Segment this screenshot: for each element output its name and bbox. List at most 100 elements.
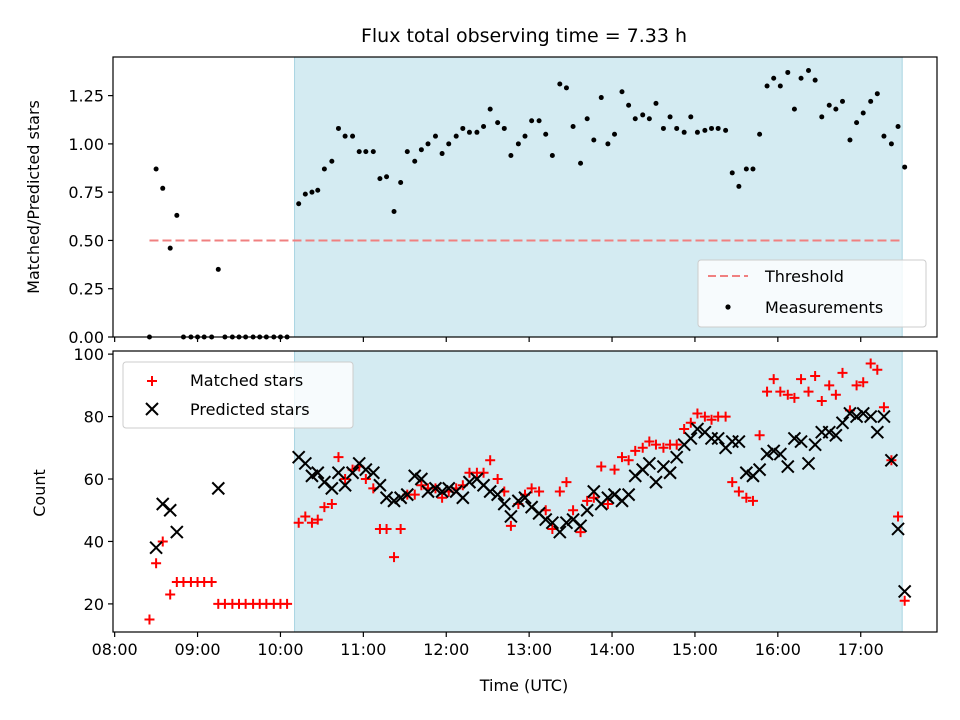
matched-point [485, 455, 496, 466]
measurement-point [160, 185, 166, 191]
top-ytick-label: 0.75 [68, 183, 104, 202]
matched-point [650, 439, 661, 450]
predicted-point [421, 484, 435, 499]
matched-point [526, 483, 537, 494]
top-ytick-label: 1.00 [68, 135, 104, 154]
matched-point [782, 389, 793, 400]
matched-point [803, 386, 814, 397]
measurement-point [432, 133, 438, 139]
measurement-point [508, 152, 514, 158]
predicted-point [483, 484, 497, 499]
predicted-point [711, 431, 725, 446]
measurement-point [425, 141, 431, 147]
matched-point [416, 480, 427, 491]
measurement-point [598, 95, 604, 101]
predicted-point [211, 481, 225, 496]
predicted-point [338, 478, 352, 492]
matched-point [830, 389, 841, 400]
matched-point [395, 523, 406, 534]
matched-point [630, 445, 641, 456]
measurement-point [619, 89, 625, 95]
top-ylabel: Matched/Predicted stars [24, 100, 43, 294]
matched-point [878, 402, 889, 413]
measurement-point [812, 77, 818, 83]
measurement-point [777, 83, 783, 89]
measurement-point [660, 125, 666, 131]
measurement-point [296, 201, 302, 207]
matched-point [478, 467, 489, 478]
xtick-label: 17:00 [838, 640, 884, 659]
xtick-label: 13:00 [506, 640, 552, 659]
matched-point [165, 589, 176, 600]
predicted-point [428, 481, 443, 496]
predicted-point [539, 512, 553, 527]
matched-point [437, 492, 448, 503]
matched-point [733, 486, 744, 497]
measurement-point [785, 69, 791, 75]
predicted-point [601, 491, 615, 505]
top-ytick-label: 0.25 [68, 280, 104, 299]
predicted-point [442, 481, 456, 496]
matched-point [762, 386, 773, 397]
bottom-xlabel: Time (UTC) [479, 676, 568, 695]
measurement-point [709, 125, 715, 131]
measurement-point [681, 129, 687, 135]
predicted-point [559, 516, 574, 530]
measurement-point [563, 85, 569, 91]
measurement-point [487, 106, 493, 112]
measurement-point [757, 131, 763, 137]
measurement-point [674, 125, 680, 131]
matched-point [754, 430, 765, 441]
top-ytick-label: 0.00 [68, 328, 104, 347]
predicted-point [829, 428, 843, 443]
top-plot-area [146, 56, 908, 340]
predicted-point [573, 519, 588, 533]
matched-point [837, 367, 848, 378]
measurement-point [868, 98, 874, 104]
predicted-point [822, 425, 836, 439]
matched-point [409, 489, 420, 500]
matched-point [561, 477, 572, 488]
predicted-point [690, 422, 705, 436]
bottom-panel: Count Time (UTC) 20 40 60 80 100 08:00 09:00 10… [30, 345, 938, 695]
measurement-point [557, 81, 563, 87]
matched-point [144, 614, 155, 625]
matched-point [789, 392, 800, 403]
measurement-point [715, 125, 721, 131]
measurement-point [215, 266, 221, 272]
predicted-point [170, 525, 184, 539]
top-ytick-label: 0.50 [68, 231, 104, 250]
matched-point [588, 492, 599, 503]
measurement-point [584, 116, 590, 122]
measurement-point [833, 106, 839, 112]
matched-point [741, 492, 752, 503]
matched-point [706, 414, 717, 425]
matched-point [768, 374, 779, 385]
measurement-point [466, 129, 472, 135]
predicted-point [311, 466, 325, 480]
predicted-point [518, 491, 532, 505]
bottom-plot-area [144, 350, 912, 633]
measurement-point [495, 120, 501, 126]
matched-point [893, 511, 904, 522]
matched-point [679, 424, 690, 435]
xtick-label: 11:00 [340, 640, 386, 659]
measurement-point [474, 129, 480, 135]
predicted-point [781, 459, 795, 474]
measurement-point [791, 106, 797, 112]
measurement-point [363, 149, 369, 155]
matched-point [360, 474, 371, 485]
measurement-point [798, 75, 804, 81]
measurement-point [578, 160, 584, 166]
predicted-point [773, 447, 788, 461]
measurement-point [771, 75, 777, 81]
matched-point [775, 386, 786, 397]
xtick-label: 09:00 [175, 640, 221, 659]
predicted-point [891, 522, 905, 536]
xtick-label: 16:00 [755, 640, 801, 659]
bottom-series-matched-stars [144, 358, 910, 625]
bottom-legend-frame [122, 361, 354, 429]
predicted-point [732, 434, 746, 449]
measurement-point [418, 147, 424, 153]
matched-point [616, 452, 627, 463]
